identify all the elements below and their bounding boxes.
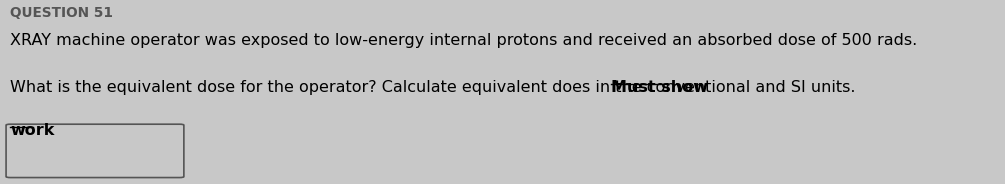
Text: What is the equivalent dose for the operator? Calculate equivalent does in the c: What is the equivalent dose for the oper…	[10, 80, 866, 95]
Text: Must show: Must show	[611, 80, 708, 95]
Text: QUESTION 51: QUESTION 51	[10, 6, 114, 20]
Text: XRAY machine operator was exposed to low-energy internal protons and received an: XRAY machine operator was exposed to low…	[10, 33, 918, 48]
Text: work: work	[10, 123, 55, 138]
FancyBboxPatch shape	[6, 124, 184, 178]
